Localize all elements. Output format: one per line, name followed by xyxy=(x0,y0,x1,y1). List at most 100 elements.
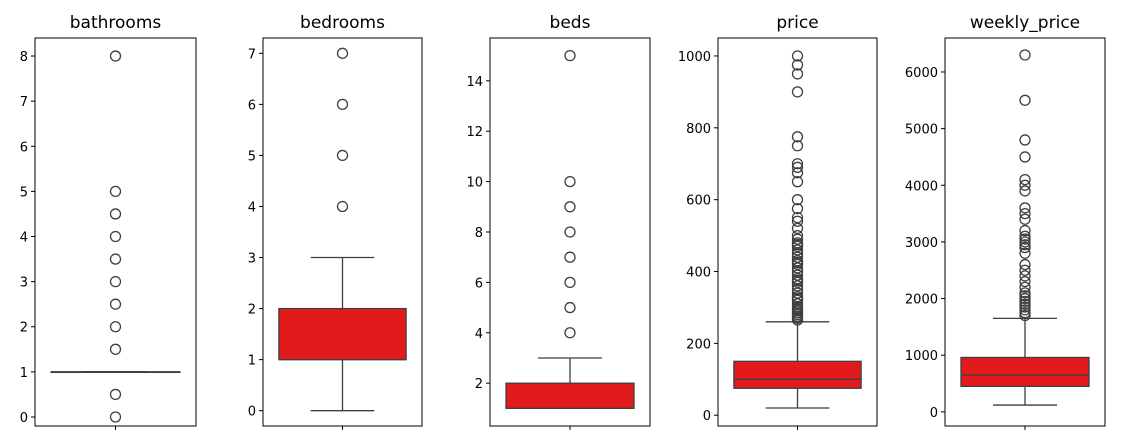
outlier-point xyxy=(109,275,122,288)
outlier-point xyxy=(336,149,349,162)
outlier-point xyxy=(791,251,804,263)
outlier-point xyxy=(564,226,576,238)
outlier-point xyxy=(1019,258,1031,271)
outlier-point xyxy=(791,265,804,278)
y-tick-label: 8 xyxy=(20,50,28,65)
outlier-point xyxy=(1019,173,1031,186)
outlier-point xyxy=(109,208,122,220)
outlier-point xyxy=(791,68,804,80)
outlier-point xyxy=(791,298,804,310)
outlier-point xyxy=(1019,230,1031,242)
iqr-box xyxy=(960,356,1090,388)
outlier-point xyxy=(1019,224,1031,237)
outlier-point xyxy=(1019,94,1031,106)
outlier-point xyxy=(791,273,804,285)
outlier-point xyxy=(1019,309,1031,322)
outlier-point xyxy=(791,269,804,281)
y-tick-label: 8 xyxy=(475,226,483,241)
outlier-point xyxy=(791,229,804,242)
outlier-point xyxy=(1019,239,1031,251)
y-tick-label: 2 xyxy=(20,321,28,336)
iqr-box xyxy=(733,360,862,389)
outlier-point xyxy=(791,176,804,188)
y-tick-label: 14 xyxy=(466,75,483,90)
subplot-title: price xyxy=(776,13,818,33)
y-tick-label: 0 xyxy=(930,406,938,421)
outlier-point xyxy=(791,291,804,303)
outlier-point xyxy=(1019,295,1031,308)
subplot-bathrooms: bathrooms 0 1 2 3 4 5 6 7 8 xyxy=(20,13,197,430)
outlier-point xyxy=(791,161,804,173)
outlier-point xyxy=(791,215,804,227)
outlier-point xyxy=(564,327,576,339)
outlier-point xyxy=(791,202,804,215)
outlier-point xyxy=(109,185,122,198)
outlier-point xyxy=(1019,207,1031,220)
outlier-point xyxy=(109,230,122,243)
outlier-point xyxy=(564,251,576,263)
outlier-point xyxy=(109,298,122,310)
y-tick-label: 1 xyxy=(248,354,256,369)
outlier-point xyxy=(336,47,349,59)
y-tick-label: 5 xyxy=(248,149,256,164)
y-tick-label: 12 xyxy=(466,125,483,140)
outlier-point xyxy=(791,131,804,143)
y-tick-label: 3 xyxy=(20,276,28,291)
outlier-point xyxy=(109,343,122,355)
outlier-point xyxy=(564,49,576,62)
outlier-point xyxy=(1019,247,1031,259)
y-tick-label: 2 xyxy=(475,377,483,392)
outlier-point xyxy=(109,253,122,265)
outlier-point xyxy=(564,201,576,213)
outlier-point xyxy=(1019,233,1031,245)
y-tick-label: 3000 xyxy=(905,236,938,251)
outlier-point xyxy=(1019,185,1031,197)
subplot-price: price 0 200 400 600 800 1000 xyxy=(678,13,878,430)
outlier-point xyxy=(564,301,576,314)
y-tick-label: 4000 xyxy=(905,179,938,194)
outlier-point xyxy=(1019,49,1031,61)
y-tick-label: 200 xyxy=(686,337,711,352)
subplot-title: bathrooms xyxy=(70,13,162,33)
outlier-point xyxy=(1019,287,1031,299)
y-tick-label: 1 xyxy=(20,366,28,381)
y-tick-label: 6 xyxy=(248,98,256,113)
outlier-point xyxy=(1019,290,1031,302)
y-tick-label: 5 xyxy=(20,185,28,200)
subplot-title: bedrooms xyxy=(300,13,385,33)
outlier-point xyxy=(791,247,804,260)
y-tick-label: 7 xyxy=(20,95,28,110)
outlier-point xyxy=(1019,307,1031,319)
outlier-point xyxy=(109,50,122,62)
outlier-point xyxy=(791,222,804,235)
axes-frame xyxy=(717,37,878,427)
subplot-weekly-price: weekly_price 0 1000 2000 3000 4000 5000 6000 xyxy=(905,13,1106,430)
outlier-point xyxy=(791,280,804,292)
y-tick-label: 2000 xyxy=(905,293,938,308)
outlier-point xyxy=(791,262,804,274)
outlier-point xyxy=(1019,151,1031,163)
outlier-point xyxy=(791,237,804,249)
outlier-point xyxy=(109,388,122,401)
outlier-point xyxy=(791,301,804,314)
y-tick-label: 7 xyxy=(248,47,256,62)
outlier-point xyxy=(791,194,804,206)
outlier-point xyxy=(1019,241,1031,254)
y-tick-label: 6 xyxy=(20,140,28,155)
outlier-point xyxy=(1019,134,1031,146)
y-tick-label: 10 xyxy=(466,176,483,191)
subplot-bedrooms: bedrooms 0 1 2 3 4 5 6 7 xyxy=(248,13,423,430)
subplot-title: weekly_price xyxy=(970,13,1080,33)
y-tick-label: 6000 xyxy=(905,66,938,81)
outlier-point xyxy=(564,276,576,289)
outlier-point xyxy=(791,244,804,256)
outlier-point xyxy=(1019,298,1031,310)
outlier-point xyxy=(791,50,804,62)
outlier-point xyxy=(1019,301,1031,313)
outlier-point xyxy=(109,411,122,423)
outlier-point xyxy=(1019,264,1031,276)
outlier-point xyxy=(791,86,804,98)
y-tick-label: 3 xyxy=(248,252,256,267)
y-tick-label: 4 xyxy=(20,231,28,246)
